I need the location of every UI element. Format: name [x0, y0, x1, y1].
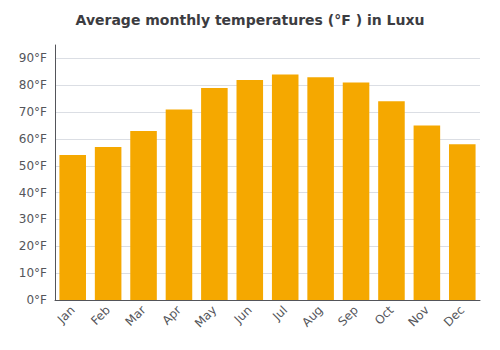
svg-text:May: May: [192, 303, 219, 330]
svg-text:Sep: Sep: [335, 303, 361, 329]
svg-text:40°F: 40°F: [19, 186, 47, 200]
svg-text:50°F: 50°F: [19, 159, 47, 173]
svg-text:Average monthly temperatures (: Average monthly temperatures (°F ) in Lu…: [76, 12, 425, 28]
svg-text:10°F: 10°F: [19, 266, 47, 280]
svg-text:90°F: 90°F: [19, 51, 47, 65]
svg-text:30°F: 30°F: [19, 212, 47, 226]
svg-text:0°F: 0°F: [26, 293, 47, 307]
svg-text:Jun: Jun: [231, 303, 255, 327]
svg-text:Apr: Apr: [159, 303, 184, 328]
svg-text:Feb: Feb: [88, 303, 113, 328]
svg-text:70°F: 70°F: [19, 105, 47, 119]
svg-text:Dec: Dec: [441, 303, 467, 329]
svg-text:Nov: Nov: [405, 303, 431, 329]
svg-text:Mar: Mar: [123, 303, 149, 329]
svg-text:Jan: Jan: [54, 303, 78, 327]
svg-text:Jul: Jul: [269, 303, 290, 324]
svg-text:60°F: 60°F: [19, 132, 47, 146]
svg-text:80°F: 80°F: [19, 78, 47, 92]
svg-text:Aug: Aug: [299, 303, 325, 329]
svg-text:Oct: Oct: [372, 303, 397, 328]
svg-text:20°F: 20°F: [19, 239, 47, 253]
